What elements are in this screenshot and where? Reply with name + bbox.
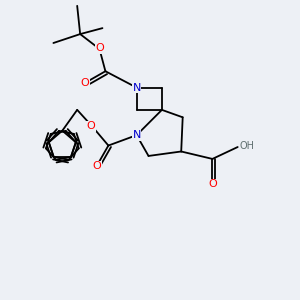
Text: O: O	[92, 161, 101, 171]
Text: N: N	[132, 130, 141, 140]
Text: O: O	[86, 121, 95, 131]
Text: N: N	[132, 82, 141, 93]
Text: O: O	[208, 179, 217, 189]
Text: OH: OH	[239, 141, 254, 152]
Text: O: O	[96, 44, 104, 53]
Text: O: O	[80, 78, 89, 88]
